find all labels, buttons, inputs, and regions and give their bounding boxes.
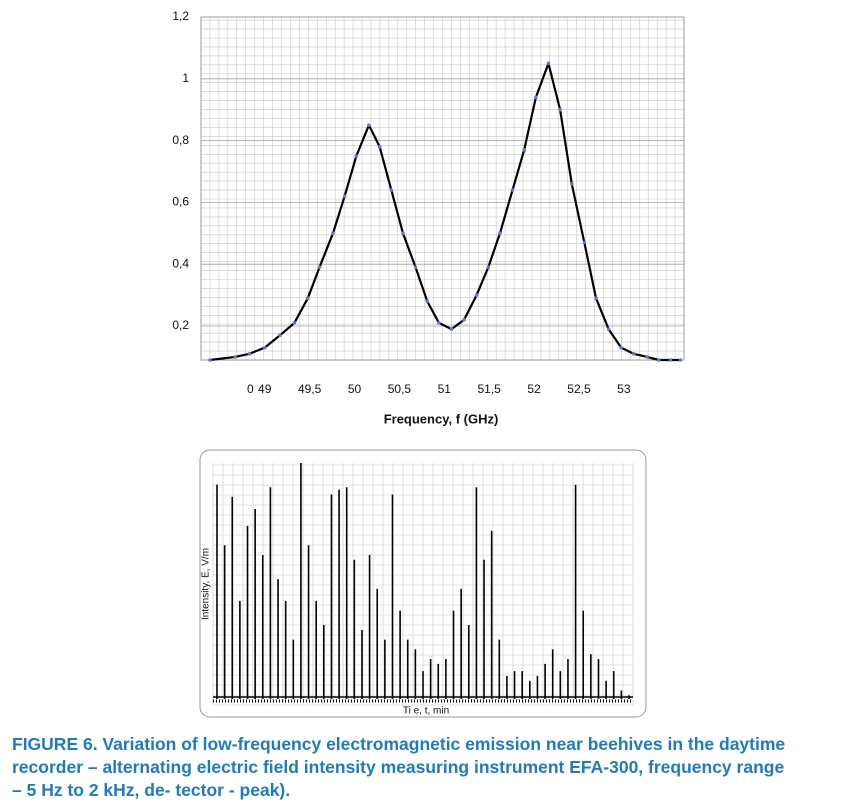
data-point (278, 333, 282, 338)
data-point (292, 321, 297, 325)
data-point (668, 358, 673, 362)
caption-line: recorder – alternating electric field in… (12, 757, 785, 777)
y-tick-label: 0,4 (172, 256, 189, 270)
y-tick-label: 1 (182, 71, 189, 85)
data-point (354, 154, 359, 158)
data-point (437, 321, 441, 325)
caption-line: FIGURE 6. Variation of low-frequency ele… (12, 734, 786, 754)
x-tick-label: 49,5 (298, 382, 322, 396)
data-point (645, 355, 649, 359)
x-tick-label: 50,5 (388, 382, 412, 396)
data-point (449, 327, 454, 331)
figure: Frequency, f (GHz) Intensity, E, V/m Ti e,… (172, 9, 685, 718)
data-point (510, 188, 515, 192)
y-tick-label: 0,8 (172, 133, 189, 147)
data-point (486, 265, 491, 270)
x-axis-title: Ti e, t, min (403, 706, 449, 717)
x-tick-label: 52,5 (567, 382, 591, 396)
data-point (498, 231, 502, 236)
data-point (522, 148, 526, 152)
data-point (377, 144, 382, 149)
data-point (558, 107, 562, 112)
data-point (306, 296, 310, 300)
x-tick-label: 0 (247, 382, 254, 396)
x-tick-label: 51,5 (478, 382, 502, 396)
data-point (619, 345, 623, 350)
x-tick-label: 49 (258, 382, 272, 396)
x-tick-label: 50 (348, 382, 362, 396)
data-point (594, 296, 598, 300)
data-point (262, 345, 267, 350)
y-tick-label: 1,2 (172, 9, 189, 23)
y-tick-label: 0,6 (172, 195, 189, 209)
x-axis-title: Frequency, f (GHz) (384, 411, 499, 426)
data-point (582, 240, 587, 245)
data-point (462, 318, 466, 322)
data-point (389, 188, 394, 192)
data-point (233, 355, 237, 359)
x-tick-label: 51 (438, 382, 452, 396)
caption-line: – 5 Hz to 2 kHz, de- tector - peak). (12, 780, 291, 800)
data-point (208, 358, 212, 362)
data-point (657, 358, 661, 362)
y-tick-label: 0,2 (172, 318, 189, 332)
data-point (678, 358, 683, 362)
data-point (546, 61, 551, 66)
data-point (342, 194, 347, 199)
data-point (317, 265, 322, 270)
x-tick-label: 53 (617, 382, 631, 396)
data-point (425, 299, 430, 304)
data-line (209, 62, 681, 362)
data-point (534, 95, 538, 100)
data-point (631, 352, 636, 356)
data-point (401, 231, 405, 236)
y-axis-title: Intensity, E, V/m (201, 548, 212, 620)
data-point (367, 123, 371, 127)
data-point (331, 231, 335, 236)
data-point (569, 182, 574, 186)
x-tick-label: 52 (527, 382, 541, 396)
data-point (474, 293, 479, 297)
data-point (606, 327, 611, 331)
data-point (247, 352, 252, 356)
data-point (413, 265, 418, 270)
caption: FIGURE 6. Variation of low-frequency ele… (12, 733, 842, 802)
